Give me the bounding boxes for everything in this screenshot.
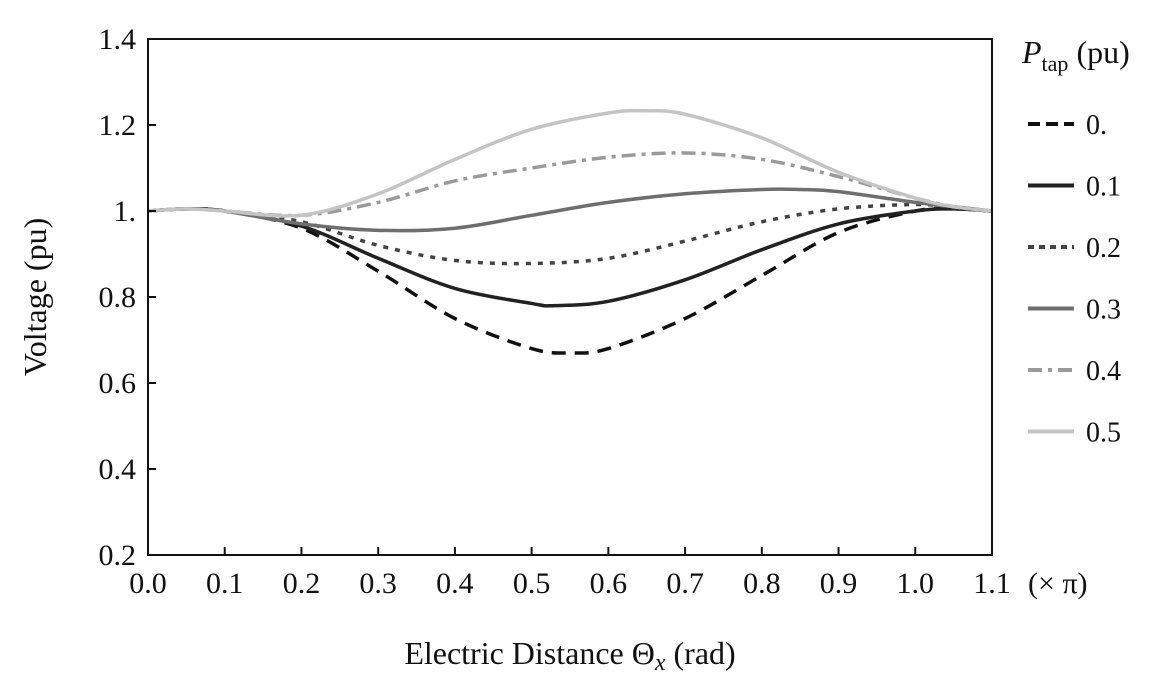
- y-tick-label: 1.2: [99, 109, 137, 142]
- x-tick-label: 0.9: [820, 567, 858, 600]
- series-line-4: [147, 151, 993, 218]
- series-line-3: [147, 187, 993, 233]
- legend-title: Ptap (pu): [1021, 34, 1130, 76]
- x-axis-label-sub: x: [654, 650, 666, 676]
- y-tick-label: 0.4: [99, 453, 137, 486]
- x-axis-unit-label: (× π): [1028, 567, 1088, 600]
- plot-frame: [147, 38, 993, 556]
- legend-label: 0.4: [1086, 356, 1121, 387]
- series-layer: [147, 108, 993, 355]
- x-tick-label: 0.1: [206, 567, 244, 600]
- legend-label: 0.: [1086, 110, 1107, 141]
- y-tick-label: 0.6: [99, 367, 137, 400]
- y-tick-label: 0.2: [99, 539, 137, 572]
- x-tick-label: 1.1: [973, 567, 1011, 600]
- legend-title-unit: (pu): [1068, 34, 1129, 70]
- legend: 0. 0.1 0.2 0.3 0.4 0.5: [1028, 110, 1121, 449]
- legend-label: 0.5: [1086, 418, 1121, 449]
- x-tick-label: 0.2: [283, 567, 321, 600]
- x-axis-label-unit: (rad): [666, 635, 736, 671]
- legend-label: 0.2: [1086, 233, 1121, 264]
- y-axis-label: Voltage (pu): [17, 218, 53, 376]
- series-line-0: [147, 206, 993, 355]
- x-tick-label: 0.0: [129, 567, 167, 600]
- x-axis-label-symbol: Θ: [632, 635, 655, 671]
- legend-title-main: P: [1021, 34, 1042, 70]
- x-tick-label: 0.6: [590, 567, 628, 600]
- series-line-1: [147, 207, 993, 308]
- x-axis-label-main: Electric Distance: [404, 635, 631, 671]
- x-tick-label: 0.5: [513, 567, 551, 600]
- x-tick-label: 0.7: [666, 567, 704, 600]
- series-line-5: [147, 108, 993, 218]
- x-tick-label: 0.3: [359, 567, 397, 600]
- y-tick-label: 0.8: [99, 281, 137, 314]
- legend-label: 0.3: [1086, 295, 1121, 326]
- x-axis-label: Electric Distance Θx (rad): [404, 635, 735, 676]
- x-tick-label: 1.0: [897, 567, 935, 600]
- x-tick-label: 0.8: [743, 567, 781, 600]
- y-tick-label: 1.4: [99, 23, 137, 56]
- axis-layer: 0.0 0.1 0.2 0.3 0.4 0.5 0.6 0.7 0.8 0.9 1.0 1.1 0.2 0…: [99, 23, 1011, 600]
- legend-title-sub: tap: [1042, 51, 1069, 76]
- legend-label: 0.1: [1086, 172, 1121, 203]
- x-tick-label: 0.4: [436, 567, 474, 600]
- y-tick-label: 1.: [114, 195, 137, 228]
